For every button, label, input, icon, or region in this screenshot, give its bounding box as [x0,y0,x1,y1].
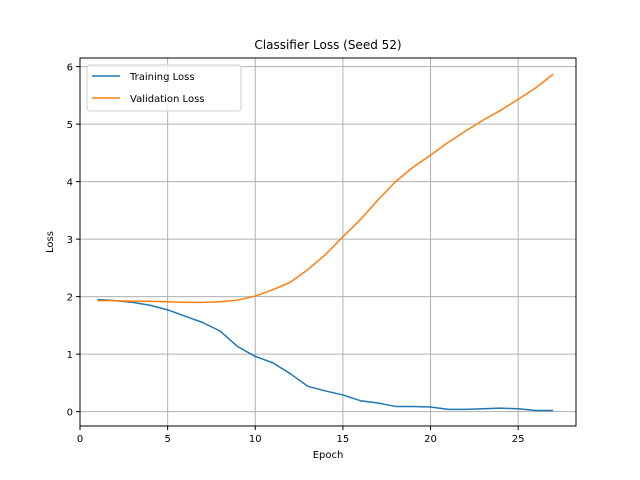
legend: Training Loss Validation Loss [86,64,242,112]
y-tick-label: 2 [67,293,73,304]
x-tick-label: 5 [164,434,170,445]
legend-box [86,64,242,112]
y-tick-label: 0 [67,408,73,419]
x-axis: 0 5 10 15 20 25 [77,426,525,445]
y-axis: 0 1 2 3 4 5 6 [67,63,80,419]
x-axis-label: Epoch [313,450,344,461]
series-line-training-loss [97,298,554,412]
x-tick-label: 10 [249,434,262,445]
series-layer [97,73,554,412]
y-tick-label: 4 [67,178,73,189]
plot-frame [79,57,577,427]
y-tick-label: 1 [67,350,73,361]
y-axis-label: Loss [45,231,56,253]
grid [79,58,576,426]
series-line-validation-loss [97,73,554,304]
y-tick-label: 6 [67,63,73,74]
y-tick-label: 5 [67,120,73,131]
chart-title: Classifier Loss (Seed 52) [254,38,401,52]
x-tick-label: 20 [424,434,437,445]
x-tick-label: 15 [337,434,350,445]
legend-label: Validation Loss [130,94,205,105]
x-tick-label: 25 [512,434,525,445]
y-tick-label: 3 [67,235,73,246]
legend-label: Training Loss [129,72,195,83]
x-tick-label: 0 [77,434,83,445]
